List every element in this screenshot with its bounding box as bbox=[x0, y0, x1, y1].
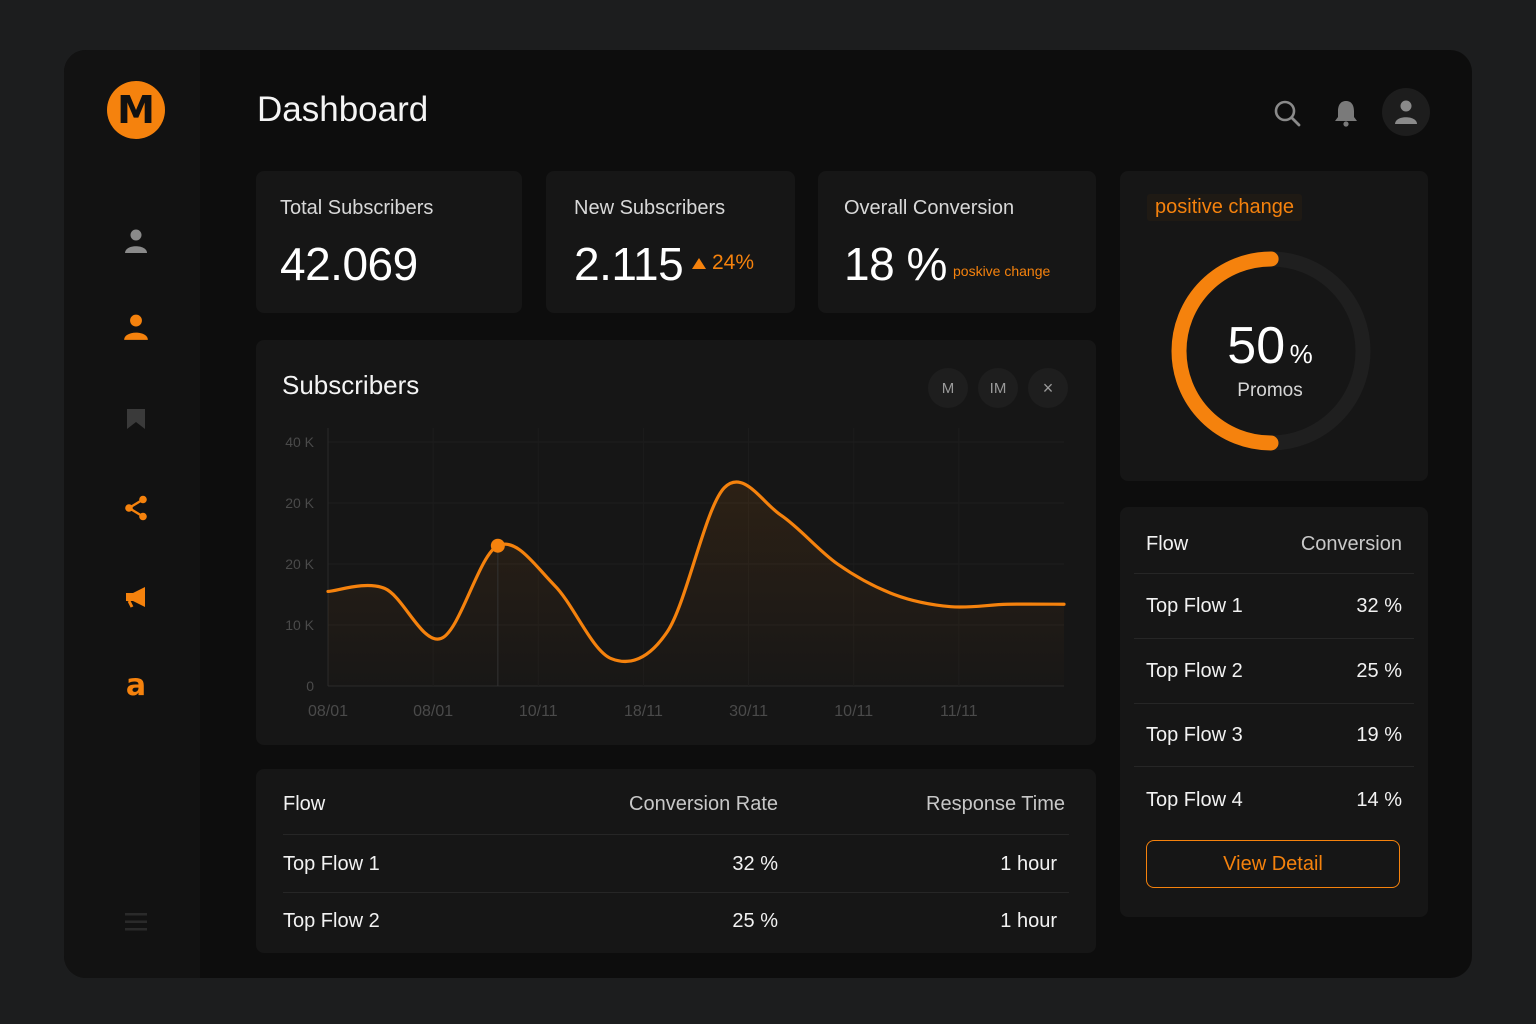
flow-conversion: 14 % bbox=[1356, 789, 1402, 811]
x-tick-label: 10/11 bbox=[834, 703, 873, 720]
conversion-rate: 32 % bbox=[732, 853, 778, 875]
x-tick-label: 10/11 bbox=[519, 703, 558, 720]
promos-card: positive change 50 % Promos bbox=[1120, 171, 1428, 481]
stat-label: New Subscribers bbox=[574, 197, 726, 219]
change-percent: 24% bbox=[712, 251, 755, 274]
search-button[interactable] bbox=[1264, 90, 1310, 136]
sidebar-item-campaigns[interactable] bbox=[120, 581, 152, 613]
stat-value: 18 % bbox=[844, 238, 947, 290]
sidebar-item-a[interactable]: a bbox=[120, 670, 152, 702]
promos-donut bbox=[1171, 251, 1371, 451]
total-subscribers-card: Total Subscribers 42.069 bbox=[256, 171, 522, 313]
view-detail-button[interactable]: View Detail bbox=[1146, 840, 1400, 888]
flow-conversion: 25 % bbox=[1356, 660, 1402, 682]
promo-value: 50 bbox=[1227, 317, 1286, 375]
close-chart-button[interactable]: × bbox=[1028, 368, 1068, 408]
a-letter-icon: a bbox=[125, 668, 147, 703]
list-divider bbox=[1134, 573, 1414, 574]
list-divider bbox=[1134, 638, 1414, 639]
brand-logo[interactable]: M bbox=[107, 81, 165, 139]
logo-letter: M bbox=[117, 88, 155, 132]
overall-conversion-card: Overall Conversion 18 % poskive change bbox=[818, 171, 1096, 313]
y-tick-label: 20 K bbox=[285, 495, 314, 511]
response-time: 1 hour bbox=[1000, 910, 1057, 932]
table-divider bbox=[283, 834, 1069, 835]
x-tick-label: 30/11 bbox=[729, 703, 768, 720]
conversion-rate: 25 % bbox=[732, 910, 778, 932]
stat-value: 2.115 bbox=[574, 238, 684, 290]
megaphone-icon bbox=[126, 587, 145, 608]
response-time: 1 hour bbox=[1000, 853, 1057, 875]
new-subscribers-card: New Subscribers 2.115 24% bbox=[546, 171, 795, 313]
list-divider bbox=[1134, 766, 1414, 767]
list-divider bbox=[1134, 703, 1414, 704]
series-line bbox=[326, 480, 1066, 664]
y-tick-label: 20 K bbox=[285, 556, 314, 572]
list-header-conversion: Conversion bbox=[1300, 533, 1402, 555]
avatar-icon bbox=[1395, 100, 1417, 124]
page-title: Dashboard bbox=[257, 90, 429, 129]
sidebar-item-bookmarks[interactable] bbox=[120, 403, 152, 435]
close-icon: × bbox=[1042, 377, 1054, 398]
flow-conversion-list: Flow Conversion Top Flow 1 32 % Top Flow… bbox=[1120, 507, 1428, 917]
notifications-button[interactable] bbox=[1323, 90, 1369, 136]
subscribers-line-chart: 0 10 K 20 K 20 K 40 K 08/01 08/01 10/11 18/11 30/… bbox=[285, 428, 1066, 720]
y-tick-label: 0 bbox=[306, 678, 314, 694]
user-icon bbox=[125, 229, 147, 253]
x-tick-label: 18/11 bbox=[624, 703, 663, 720]
stat-value: 42.069 bbox=[280, 238, 418, 290]
share-icon bbox=[125, 495, 147, 521]
search-icon bbox=[1274, 100, 1301, 127]
x-tick-label: 11/11 bbox=[940, 703, 978, 720]
conversion-note: poskive change bbox=[953, 263, 1051, 279]
sidebar-menu-button[interactable] bbox=[120, 906, 152, 938]
x-tick-label: 08/01 bbox=[413, 703, 453, 720]
table-header-flow: Flow bbox=[283, 793, 326, 815]
sidebar-item-profile[interactable] bbox=[120, 225, 152, 257]
stat-label: Overall Conversion bbox=[844, 197, 1015, 219]
sidebar-item-subscribers[interactable] bbox=[120, 311, 152, 343]
bell-icon bbox=[1335, 101, 1357, 127]
donut-progress bbox=[1171, 251, 1371, 451]
y-tick-label: 40 K bbox=[285, 434, 314, 450]
series-area bbox=[328, 481, 1064, 686]
flow-conversion: 32 % bbox=[1356, 595, 1402, 617]
user-icon bbox=[124, 314, 148, 340]
donut-center: 50 % bbox=[1120, 316, 1420, 376]
chart-title: Subscribers bbox=[282, 370, 420, 400]
flow-name: Top Flow 1 bbox=[1146, 595, 1243, 617]
flow-name: Top Flow 4 bbox=[1146, 789, 1243, 811]
user-avatar[interactable] bbox=[1382, 88, 1430, 136]
table-divider bbox=[283, 892, 1069, 893]
y-tick-label: 10 K bbox=[285, 617, 314, 633]
triangle-up-icon bbox=[692, 257, 706, 269]
positive-change-tag: positive change bbox=[1147, 194, 1302, 221]
app-window: M bbox=[64, 50, 1472, 978]
range-im-button[interactable]: IM bbox=[978, 368, 1018, 408]
table-header-response-time: Response Time bbox=[926, 793, 1065, 815]
x-tick-label: 08/01 bbox=[308, 703, 348, 720]
sidebar: M bbox=[64, 50, 200, 978]
highlight-point bbox=[490, 538, 505, 553]
flow-table: Flow Conversion Rate Response Time Top F… bbox=[256, 769, 1096, 953]
change-indicator: 24% bbox=[692, 251, 754, 275]
flow-conversion: 19 % bbox=[1356, 724, 1402, 746]
table-header-conversion-rate: Conversion Rate bbox=[629, 793, 778, 815]
promo-unit: % bbox=[1289, 339, 1313, 369]
stat-label: Total Subscribers bbox=[280, 197, 434, 219]
list-header-flow: Flow bbox=[1146, 533, 1189, 555]
sidebar-item-share[interactable] bbox=[120, 492, 152, 524]
flow-name: Top Flow 3 bbox=[1146, 724, 1243, 746]
flow-name: Top Flow 1 bbox=[283, 853, 380, 875]
promo-label: Promos bbox=[1237, 380, 1303, 401]
subscribers-chart-card: Subscribers M IM × 0 10 K 20 K 20 K 40 K 08/0… bbox=[256, 340, 1096, 745]
flow-name: Top Flow 2 bbox=[283, 910, 380, 932]
flow-name: Top Flow 2 bbox=[1146, 660, 1243, 682]
bookmark-icon bbox=[127, 409, 145, 429]
range-m-button[interactable]: M bbox=[928, 368, 968, 408]
menu-icon bbox=[125, 913, 147, 931]
